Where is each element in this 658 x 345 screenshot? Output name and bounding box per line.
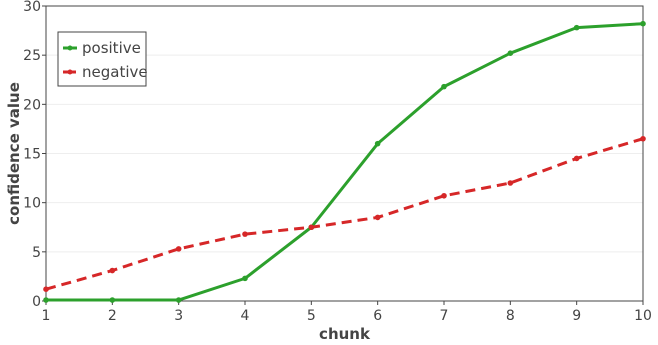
series-layer (43, 20, 646, 303)
data-point-negative (43, 286, 49, 293)
x-tick-label: 6 (373, 308, 382, 324)
legend-box (57, 31, 147, 87)
y-axis-title: confidence value (5, 82, 23, 225)
y-tick-label: 30 (23, 0, 41, 15)
x-tick-label: 2 (108, 308, 117, 324)
y-tick-label: 15 (23, 147, 41, 163)
data-point-negative (640, 135, 646, 142)
y-axis-ticks: 0 5 10 15 20 25 30 (23, 0, 46, 310)
legend-marker-positive (67, 45, 73, 51)
series-line-negative (45, 137, 644, 291)
data-point-negative (507, 180, 514, 186)
legend-label-positive: positive (82, 39, 141, 57)
data-point-negative (109, 267, 116, 274)
data-point-negative (308, 224, 315, 231)
x-tick-label: 4 (241, 308, 250, 324)
series-line-positive (46, 22, 644, 302)
x-tick-label: 9 (572, 308, 581, 324)
x-axis-title: chunk (319, 325, 371, 343)
legend-item-positive: positive (63, 39, 141, 57)
y-tick-label: 10 (23, 196, 41, 212)
data-point-negative (374, 214, 381, 221)
legend: positive negative (57, 31, 148, 87)
data-point-negative (242, 231, 248, 237)
data-point-positive (43, 297, 49, 303)
data-point-positive (507, 50, 514, 56)
data-point-positive (573, 24, 580, 31)
y-tick-label: 5 (32, 245, 41, 261)
legend-item-negative: negative (63, 63, 148, 81)
data-point-negative (573, 155, 580, 162)
x-tick-label: 1 (42, 308, 51, 324)
data-point-positive (175, 297, 182, 303)
data-point-positive (242, 275, 248, 282)
legend-marker-negative (67, 69, 73, 75)
data-point-positive (441, 83, 447, 90)
x-axis-ticks: 1 2 3 4 5 6 7 8 9 10 (42, 301, 652, 324)
x-tick-label: 7 (440, 308, 449, 324)
legend-label-negative: negative (82, 63, 148, 81)
data-point-positive (640, 20, 646, 27)
data-point-positive (374, 140, 381, 147)
series-positive (43, 20, 646, 303)
data-point-negative (175, 246, 182, 252)
data-point-negative (441, 192, 447, 199)
x-tick-label: 8 (506, 308, 515, 324)
x-tick-label: 3 (174, 308, 183, 324)
series-negative (43, 135, 646, 293)
y-tick-label: 0 (32, 294, 41, 310)
y-tick-label: 20 (23, 97, 41, 113)
y-tick-label: 25 (23, 48, 41, 64)
x-tick-label: 10 (634, 308, 652, 324)
x-tick-label: 5 (307, 308, 316, 324)
data-point-positive (109, 297, 116, 303)
